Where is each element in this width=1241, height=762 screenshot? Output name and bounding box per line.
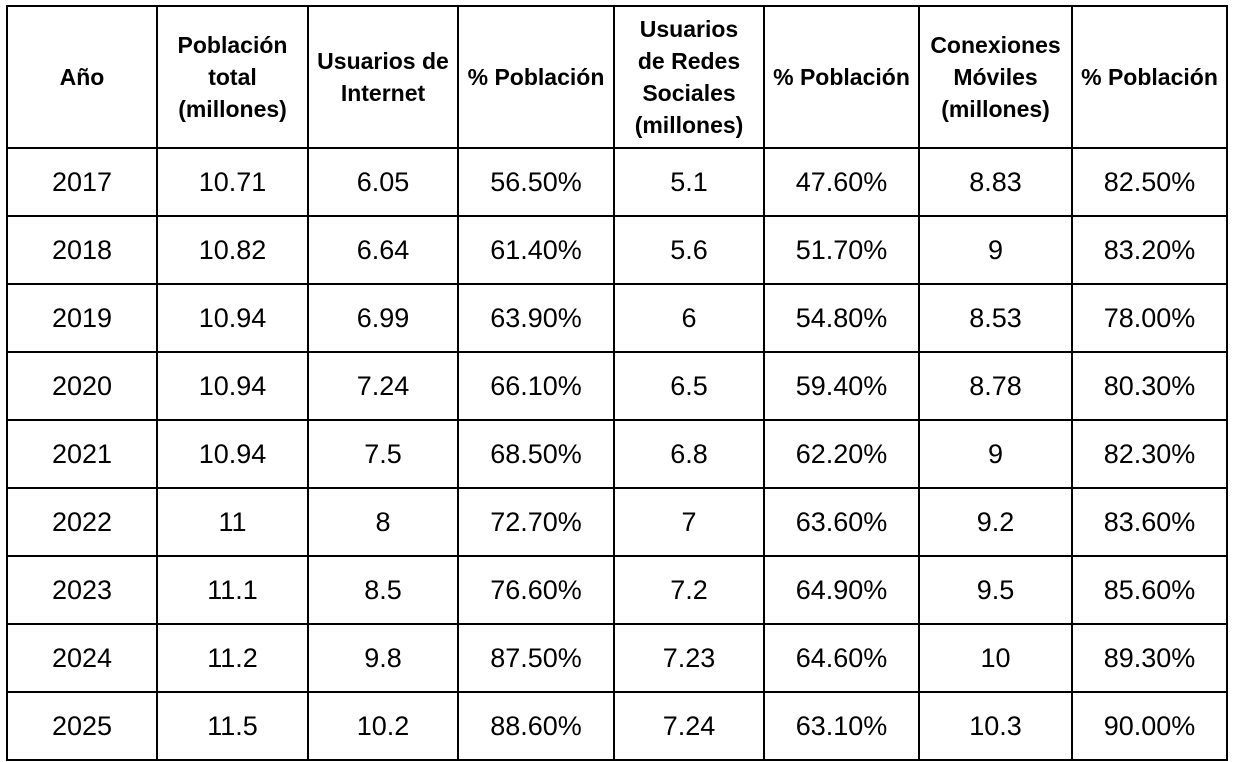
- cell-internet-percent: 56.50%: [457, 147, 615, 217]
- cell-internet-users: 6.99: [307, 283, 459, 353]
- data-table-container: Año Población total (millones) Usuarios …: [6, 5, 1228, 761]
- cell-year: 2021: [6, 419, 158, 489]
- cell-year: 2022: [6, 487, 158, 557]
- cell-total-population: 11.2: [156, 623, 309, 693]
- cell-mobile-percent: 82.30%: [1071, 419, 1228, 489]
- table-row: 2019 10.94 6.99 63.90% 6 54.80% 8.53 78.…: [6, 283, 1228, 353]
- cell-year: 2017: [6, 147, 158, 217]
- header-social-percent: % Población: [763, 5, 920, 149]
- cell-mobile-percent: 83.60%: [1071, 487, 1228, 557]
- table-row: 2024 11.2 9.8 87.50% 7.23 64.60% 10 89.3…: [6, 623, 1228, 693]
- cell-social-percent: 63.60%: [763, 487, 920, 557]
- cell-mobile-connections: 8.78: [918, 351, 1073, 421]
- table-row: 2022 11 8 72.70% 7 63.60% 9.2 83.60%: [6, 487, 1228, 557]
- cell-internet-percent: 68.50%: [457, 419, 615, 489]
- cell-mobile-percent: 85.60%: [1071, 555, 1228, 625]
- cell-social-users: 6.8: [613, 419, 765, 489]
- table-row: 2023 11.1 8.5 76.60% 7.2 64.90% 9.5 85.6…: [6, 555, 1228, 625]
- cell-internet-users: 7.24: [307, 351, 459, 421]
- cell-year: 2018: [6, 215, 158, 285]
- cell-social-users: 7.23: [613, 623, 765, 693]
- cell-internet-percent: 87.50%: [457, 623, 615, 693]
- cell-internet-percent: 72.70%: [457, 487, 615, 557]
- cell-internet-users: 9.8: [307, 623, 459, 693]
- cell-year: 2020: [6, 351, 158, 421]
- cell-mobile-connections: 10: [918, 623, 1073, 693]
- cell-total-population: 11.1: [156, 555, 309, 625]
- cell-total-population: 10.82: [156, 215, 309, 285]
- cell-mobile-percent: 80.30%: [1071, 351, 1228, 421]
- cell-internet-users: 10.2: [307, 691, 459, 761]
- cell-internet-percent: 88.60%: [457, 691, 615, 761]
- cell-mobile-connections: 9: [918, 419, 1073, 489]
- cell-mobile-connections: 9.5: [918, 555, 1073, 625]
- header-internet-percent: % Población: [457, 5, 615, 149]
- cell-internet-users: 6.64: [307, 215, 459, 285]
- cell-social-percent: 62.20%: [763, 419, 920, 489]
- cell-mobile-percent: 89.30%: [1071, 623, 1228, 693]
- table-row: 2025 11.5 10.2 88.60% 7.24 63.10% 10.3 9…: [6, 691, 1228, 761]
- statistics-table: Año Población total (millones) Usuarios …: [6, 5, 1228, 761]
- cell-mobile-percent: 83.20%: [1071, 215, 1228, 285]
- table-row: 2018 10.82 6.64 61.40% 5.6 51.70% 9 83.2…: [6, 215, 1228, 285]
- cell-social-users: 6: [613, 283, 765, 353]
- cell-mobile-percent: 82.50%: [1071, 147, 1228, 217]
- cell-mobile-percent: 78.00%: [1071, 283, 1228, 353]
- cell-social-percent: 64.60%: [763, 623, 920, 693]
- table-row: 2020 10.94 7.24 66.10% 6.5 59.40% 8.78 8…: [6, 351, 1228, 421]
- cell-year: 2025: [6, 691, 158, 761]
- cell-year: 2024: [6, 623, 158, 693]
- cell-total-population: 10.94: [156, 419, 309, 489]
- cell-total-population: 10.94: [156, 283, 309, 353]
- header-year: Año: [6, 5, 158, 149]
- table-row: 2017 10.71 6.05 56.50% 5.1 47.60% 8.83 8…: [6, 147, 1228, 217]
- cell-total-population: 10.94: [156, 351, 309, 421]
- cell-total-population: 11.5: [156, 691, 309, 761]
- cell-social-percent: 63.10%: [763, 691, 920, 761]
- cell-social-users: 5.1: [613, 147, 765, 217]
- cell-year: 2023: [6, 555, 158, 625]
- cell-internet-users: 6.05: [307, 147, 459, 217]
- header-internet-users: Usuarios de Internet: [307, 5, 459, 149]
- cell-social-percent: 47.60%: [763, 147, 920, 217]
- cell-mobile-connections: 8.53: [918, 283, 1073, 353]
- header-mobile-connections: Conexiones Móviles (millones): [918, 5, 1073, 149]
- cell-internet-users: 8: [307, 487, 459, 557]
- cell-social-percent: 51.70%: [763, 215, 920, 285]
- header-social-users: Usuarios de Redes Sociales (millones): [613, 5, 765, 149]
- cell-internet-percent: 61.40%: [457, 215, 615, 285]
- cell-social-users: 6.5: [613, 351, 765, 421]
- cell-total-population: 10.71: [156, 147, 309, 217]
- cell-mobile-connections: 8.83: [918, 147, 1073, 217]
- cell-mobile-connections: 9.2: [918, 487, 1073, 557]
- cell-internet-percent: 76.60%: [457, 555, 615, 625]
- cell-mobile-percent: 90.00%: [1071, 691, 1228, 761]
- cell-year: 2019: [6, 283, 158, 353]
- cell-social-percent: 64.90%: [763, 555, 920, 625]
- cell-mobile-connections: 10.3: [918, 691, 1073, 761]
- cell-social-percent: 59.40%: [763, 351, 920, 421]
- cell-internet-users: 7.5: [307, 419, 459, 489]
- header-row: Año Población total (millones) Usuarios …: [6, 5, 1228, 149]
- cell-mobile-connections: 9: [918, 215, 1073, 285]
- cell-social-users: 7.24: [613, 691, 765, 761]
- cell-social-users: 7: [613, 487, 765, 557]
- header-mobile-percent: % Población: [1071, 5, 1228, 149]
- table-row: 2021 10.94 7.5 68.50% 6.8 62.20% 9 82.30…: [6, 419, 1228, 489]
- cell-internet-percent: 66.10%: [457, 351, 615, 421]
- cell-social-users: 5.6: [613, 215, 765, 285]
- cell-total-population: 11: [156, 487, 309, 557]
- cell-internet-users: 8.5: [307, 555, 459, 625]
- cell-social-users: 7.2: [613, 555, 765, 625]
- cell-social-percent: 54.80%: [763, 283, 920, 353]
- header-total-population: Población total (millones): [156, 5, 309, 149]
- cell-internet-percent: 63.90%: [457, 283, 615, 353]
